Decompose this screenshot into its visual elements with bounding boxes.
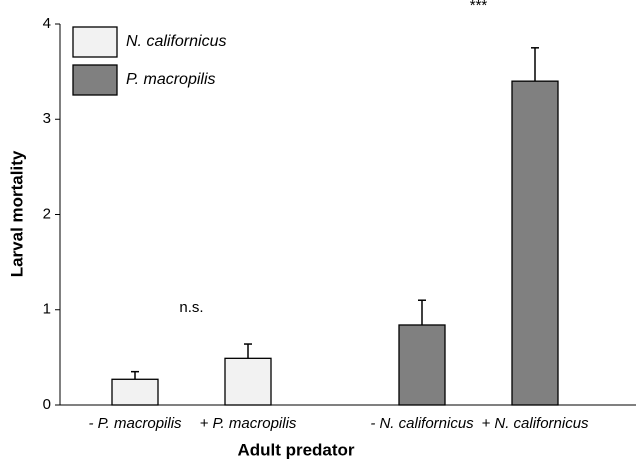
- legend-label: P. macropilis: [126, 71, 216, 88]
- legend-swatch: [72, 26, 118, 58]
- y-tick-label: 2: [43, 205, 51, 222]
- x-tick-label: + N. californicus: [481, 415, 589, 432]
- y-tick-label: 0: [43, 396, 51, 413]
- y-axis-title: Larval mortality: [7, 150, 26, 277]
- x-tick-label: - P. macropilis: [88, 415, 182, 432]
- y-tick-label: 4: [43, 15, 51, 32]
- y-tick-label: 3: [43, 110, 51, 127]
- bar: [111, 378, 159, 406]
- annotation: n.s.: [179, 299, 203, 316]
- bar: [511, 80, 559, 406]
- bar: [224, 357, 272, 406]
- x-tick-label: + P. macropilis: [200, 415, 297, 432]
- legend-swatch: [72, 64, 118, 96]
- x-tick-label: - N. californicus: [370, 415, 474, 432]
- legend-label: N. californicus: [126, 33, 226, 50]
- x-axis-title: Adult predator: [237, 440, 354, 459]
- bar: [398, 324, 446, 406]
- annotation: ***: [470, 0, 488, 14]
- y-tick-label: 1: [43, 301, 51, 318]
